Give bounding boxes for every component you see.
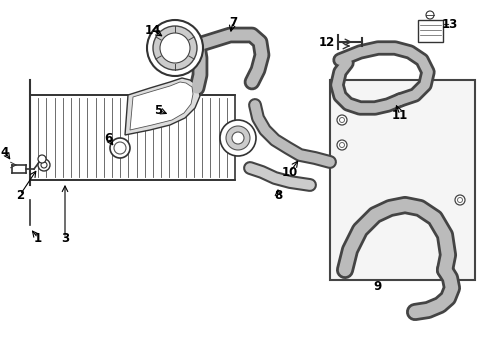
Text: 6: 6 (104, 131, 112, 144)
Circle shape (226, 126, 250, 150)
Bar (330, 80, 475, 280)
Text: 2: 2 (16, 189, 24, 202)
Text: 5: 5 (154, 104, 162, 117)
Circle shape (337, 115, 347, 125)
Text: 7: 7 (229, 15, 237, 28)
Circle shape (160, 33, 190, 63)
Text: 9: 9 (374, 279, 382, 292)
Circle shape (232, 132, 244, 144)
Circle shape (147, 20, 203, 76)
Circle shape (340, 117, 344, 122)
Circle shape (38, 155, 46, 163)
Text: 8: 8 (274, 189, 282, 202)
Circle shape (458, 198, 463, 202)
Text: 3: 3 (61, 231, 69, 244)
Polygon shape (130, 82, 193, 130)
Circle shape (340, 143, 344, 148)
Text: 11: 11 (392, 108, 408, 122)
Polygon shape (125, 78, 200, 135)
Bar (30, 95, 235, 180)
Text: 1: 1 (34, 231, 42, 244)
Circle shape (426, 11, 434, 19)
Text: 14: 14 (145, 23, 161, 36)
Circle shape (455, 195, 465, 205)
Text: 10: 10 (282, 166, 298, 179)
Text: 13: 13 (442, 18, 458, 31)
Circle shape (114, 142, 126, 154)
Circle shape (220, 120, 256, 156)
Circle shape (337, 140, 347, 150)
Text: 12: 12 (319, 36, 335, 49)
Circle shape (41, 162, 47, 168)
Circle shape (110, 138, 130, 158)
Circle shape (153, 26, 197, 70)
Circle shape (38, 159, 50, 171)
Text: 4: 4 (1, 145, 9, 158)
Bar (418, 20, 443, 42)
